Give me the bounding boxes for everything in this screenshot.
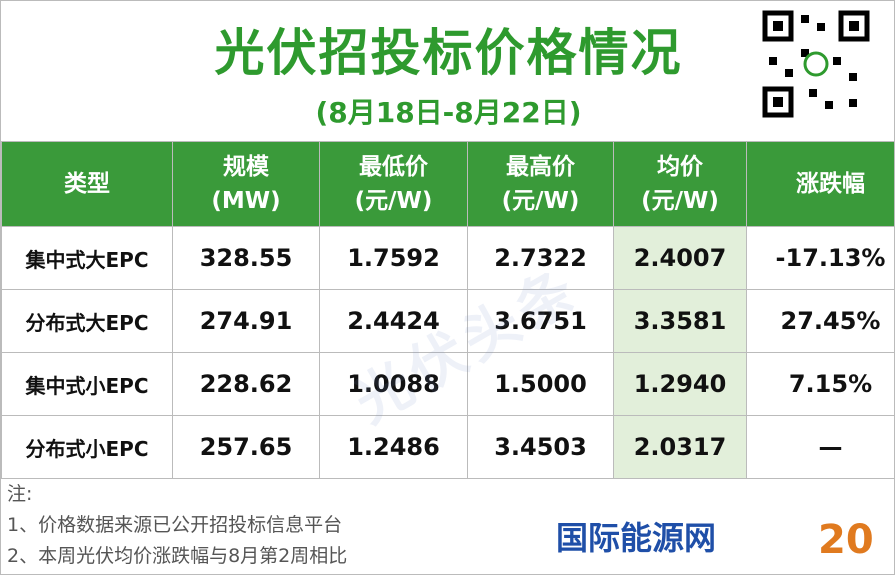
table-cell: 2.4007 xyxy=(613,226,747,290)
header-cell: 规模 (MW) xyxy=(172,141,320,227)
anniversary-logo: 20 xyxy=(818,517,874,563)
header-line: 涨跌幅 xyxy=(796,170,865,197)
table-cell: 7.15% xyxy=(746,352,894,416)
header-line: (MW) xyxy=(211,188,281,214)
table-row: 集中式大EPC 328.55 1.7592 2.7322 2.4007 -17.13% xyxy=(1,226,894,290)
header-cell: 涨跌幅 xyxy=(746,141,894,227)
price-table: 类型 规模 (MW) 最低价 (元/W) 最高价 (元/W) 均价 (元/W) 涨跌幅 集中式大E… xyxy=(1,141,894,479)
table-row: 分布式小EPC 257.65 1.2486 3.4503 2.0317— xyxy=(1,415,894,479)
header-line: (元/W) xyxy=(354,188,433,214)
table-cell: 1.2940 xyxy=(613,352,747,416)
subtitle: (8月18日-8月22日) xyxy=(315,96,582,129)
table-cell: -17.13% xyxy=(746,226,894,290)
note: 1、价格数据来源已公开招投标信息平台 xyxy=(7,514,343,536)
table-cell: 274.91 xyxy=(172,289,320,353)
header-cell: 最高价 (元/W) xyxy=(467,141,614,227)
table-cell: 2.4424 xyxy=(319,289,468,353)
qr-code xyxy=(761,9,871,119)
header-cell: 最低价 (元/W) xyxy=(319,141,468,227)
table-cell: 分布式大EPC xyxy=(1,289,173,353)
header-cell: 均价 (元/W) xyxy=(613,141,747,227)
table-cell: 2.7322 xyxy=(467,226,614,290)
table-row: 分布式大EPC 274.91 2.4424 3.6751 3.3581 27.45% xyxy=(1,289,894,353)
svg-text:20: 20 xyxy=(818,517,874,563)
header-line: 最低价 xyxy=(359,153,428,180)
title: 光伏招投标价格情况 xyxy=(214,24,683,82)
table-cell: 27.45% xyxy=(746,289,894,353)
header-line: 最高价 xyxy=(506,153,575,180)
table-cell: 集中式小EPC xyxy=(1,352,173,416)
table-cell: 257.65 xyxy=(172,415,320,479)
table-cell: 328.55 xyxy=(172,226,320,290)
table-cell: 集中式大EPC xyxy=(1,226,173,290)
table-cell: 228.62 xyxy=(172,352,320,416)
table-cell: 1.7592 xyxy=(319,226,468,290)
table-cell: 分布式小EPC xyxy=(1,415,173,479)
header-cell: 类型 xyxy=(1,141,173,227)
table-cell: 1.5000 xyxy=(467,352,614,416)
table-cell: 3.4503 xyxy=(467,415,614,479)
logo: 国际能源网 xyxy=(556,519,717,557)
table-cell: 3.3581 xyxy=(613,289,747,353)
header-line: 规模 xyxy=(223,153,269,180)
header-line: 类型 xyxy=(64,170,110,197)
header-line: 均价 xyxy=(657,153,703,180)
table-cell: 2.0317 xyxy=(613,415,747,479)
note: 注: xyxy=(7,483,33,505)
table-cell: — xyxy=(746,415,894,479)
table-cell: 3.6751 xyxy=(467,289,614,353)
header-line: (元/W) xyxy=(501,188,580,214)
header-line: (元/W) xyxy=(641,188,719,214)
note: 2、本周光伏均价涨跌幅与8月第2周相比 xyxy=(7,545,348,567)
